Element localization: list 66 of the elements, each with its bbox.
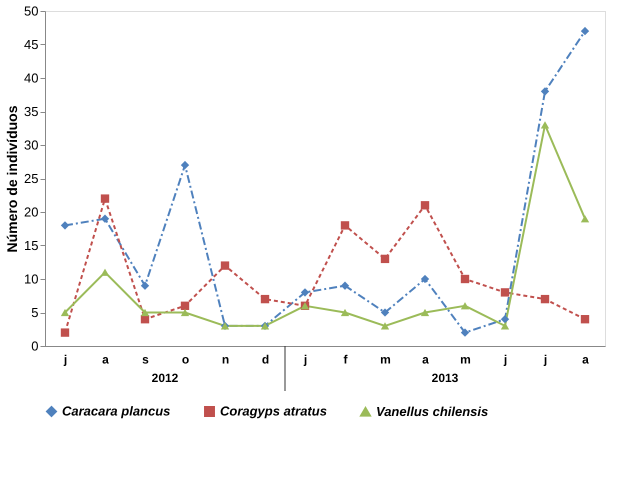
point (420, 308, 430, 316)
point (100, 214, 110, 223)
y-tick-label: 35 (24, 104, 38, 119)
point (500, 322, 510, 330)
point (300, 288, 310, 297)
y-tick-label: 30 (24, 138, 38, 152)
point (420, 274, 430, 284)
point (460, 274, 470, 284)
point (580, 26, 590, 36)
y-tick-label: 20 (24, 204, 38, 220)
y-tick-label: 45 (24, 37, 38, 52)
x-tick-label: a (582, 352, 590, 366)
x-tick-label: m (460, 352, 471, 366)
x-tick-label: f (344, 352, 348, 366)
point (60, 328, 70, 337)
x-tick-label: j (502, 352, 508, 366)
x-tick-label: j (302, 352, 308, 366)
point (100, 268, 110, 276)
point (540, 87, 550, 96)
point (580, 315, 590, 324)
x-tick-label: j (62, 352, 68, 366)
point (180, 302, 190, 310)
point (500, 288, 510, 297)
point (140, 282, 150, 290)
y-tick-label: 0 (31, 338, 38, 354)
x-tick-label: s (142, 352, 150, 366)
point (140, 308, 150, 316)
y-tick-label: 40 (24, 70, 38, 86)
point (60, 221, 70, 230)
y-tick-label: 5 (31, 305, 38, 320)
point (500, 315, 510, 324)
point (540, 121, 550, 129)
point (460, 302, 470, 310)
y-tick-label: 25 (24, 171, 38, 186)
point (100, 194, 110, 203)
y-tick-label: 10 (24, 272, 38, 286)
legend-label: Vanellus chilensis (376, 404, 488, 419)
point (340, 221, 350, 230)
y-tick-label: 50 (24, 4, 38, 18)
y-axis-title: Número de indivíduos (4, 105, 20, 253)
point (380, 322, 390, 330)
point (60, 308, 70, 316)
x-tick-label: j (542, 352, 548, 366)
x-tick-label: d (262, 352, 270, 366)
point (420, 201, 430, 210)
point (260, 294, 270, 304)
point (340, 282, 350, 290)
point (580, 215, 590, 222)
point (380, 308, 390, 317)
legend-label: Caracara plancus (62, 404, 170, 419)
point (340, 308, 350, 316)
point (180, 160, 190, 170)
x-tick-label: m (380, 352, 391, 366)
point (180, 308, 190, 316)
legend-label: Coragyps atratus (220, 404, 327, 419)
y-tick-label: 15 (24, 238, 38, 253)
point (220, 261, 230, 270)
point (460, 328, 470, 337)
point (380, 254, 390, 264)
text: 2013 (432, 371, 459, 385)
x-tick-label: a (422, 352, 430, 366)
x-tick-label: n (222, 352, 230, 366)
x-tick-label: o (182, 352, 190, 366)
point (540, 294, 550, 304)
text: 2012 (152, 371, 179, 385)
x-tick-label: a (102, 352, 110, 366)
